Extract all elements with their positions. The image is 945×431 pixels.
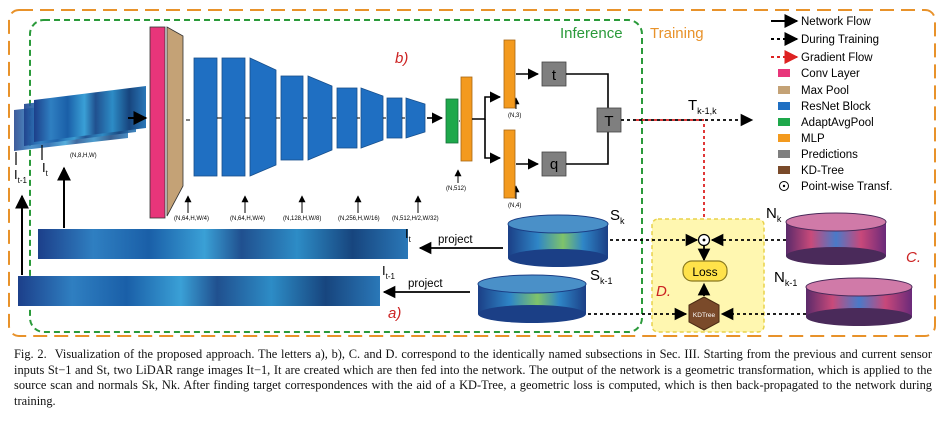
input-i-t-minus-1: It-1: [14, 167, 28, 185]
shape-label-7: (N,3): [508, 113, 521, 119]
range-image-i-t-minus-1: [18, 276, 380, 306]
mlp-rotation: [503, 129, 516, 199]
section-b-label: b): [395, 50, 408, 67]
legend-max-pool: Max Pool: [801, 85, 849, 97]
training-label: Training: [650, 25, 704, 42]
range-label-i-t: It: [405, 226, 412, 244]
shape-label-1: (N,64,H,W/4): [174, 216, 209, 222]
shape-label-8: (N,4): [508, 203, 521, 209]
shape-label-3: (N,128,H,W/8): [283, 216, 321, 222]
input-image-stack: [14, 86, 146, 151]
scan-n-k-label: Nk: [766, 205, 782, 224]
project-label-1: project: [438, 234, 473, 246]
legend-pointwise: Point-wise Transf.: [801, 181, 892, 193]
legend-adaptavgpool: AdaptAvgPool: [801, 117, 874, 129]
mlp-translation: [503, 39, 516, 109]
shape-label-2: (N,64,H,W/4): [230, 216, 265, 222]
transform-label: Tk-1,k: [688, 97, 717, 116]
shape-label-6: (N,512): [446, 186, 466, 192]
scan-n-k-minus-1-label: Nk-1: [774, 269, 797, 288]
legend: Network Flow During Training Gradient Fl…: [771, 14, 892, 193]
inference-region: [29, 19, 643, 333]
loss-node: [682, 260, 728, 282]
prediction-q-label: q: [550, 156, 558, 173]
caption-text: Visualization of the proposed approach. …: [14, 347, 932, 408]
kdtree-label: KDTree: [693, 312, 716, 319]
legend-kd-tree: KD-Tree: [801, 165, 844, 177]
mlp-shared: [460, 76, 473, 162]
legend-network-flow: Network Flow: [801, 16, 871, 28]
loss-label: Loss: [692, 265, 717, 279]
legend-mlp: MLP: [801, 133, 825, 145]
scan-s-k-minus-1: [477, 274, 587, 323]
input-i-t: It: [42, 160, 49, 178]
max-pool-layer: [166, 26, 184, 217]
scan-n-k: [785, 212, 887, 265]
input-shape-label: (N,8,H,W): [70, 153, 97, 159]
shape-label-4: (N,256,H,W/16): [338, 216, 380, 222]
section-a-label: a): [388, 305, 401, 322]
training-region: [8, 9, 936, 337]
scan-n-k-minus-1: [805, 277, 913, 326]
scan-s-k: [507, 214, 609, 267]
range-image-i-t: [38, 229, 408, 259]
range-label-i-t-minus-1: It-1: [382, 263, 396, 281]
resnet-blocks: [193, 57, 426, 177]
inference-label: Inference: [560, 25, 623, 42]
prediction-T-label: T: [604, 113, 613, 130]
legend-resnet-block: ResNet Block: [801, 101, 871, 113]
legend-gradient-flow: Gradient Flow: [801, 52, 873, 64]
kdtree-node: [688, 296, 720, 331]
scan-s-k-minus-1-label: Sk-1: [590, 267, 613, 286]
legend-conv-layer: Conv Layer: [801, 68, 860, 80]
adapt-avg-pool: [445, 98, 459, 144]
prediction-T: [596, 107, 622, 133]
project-label-2: project: [408, 278, 443, 290]
shape-label-5: (N,512,H/2,W/32): [392, 216, 439, 222]
section-c-label: C.: [906, 249, 921, 266]
section-d-label: D.: [656, 283, 671, 300]
scan-s-k-label: Sk: [610, 207, 625, 226]
approach-diagram: Inference Training (N,8,H,W) It-1 It b): [8, 9, 936, 337]
caption-label: Fig. 2.: [14, 347, 47, 361]
legend-during-training: During Training: [801, 34, 879, 46]
conv-layer: [149, 26, 166, 219]
legend-predictions: Predictions: [801, 149, 858, 161]
prediction-q: [541, 151, 567, 177]
prediction-t-label: t: [552, 67, 557, 84]
figure-caption: Fig. 2. Visualization of the proposed app…: [14, 347, 932, 409]
